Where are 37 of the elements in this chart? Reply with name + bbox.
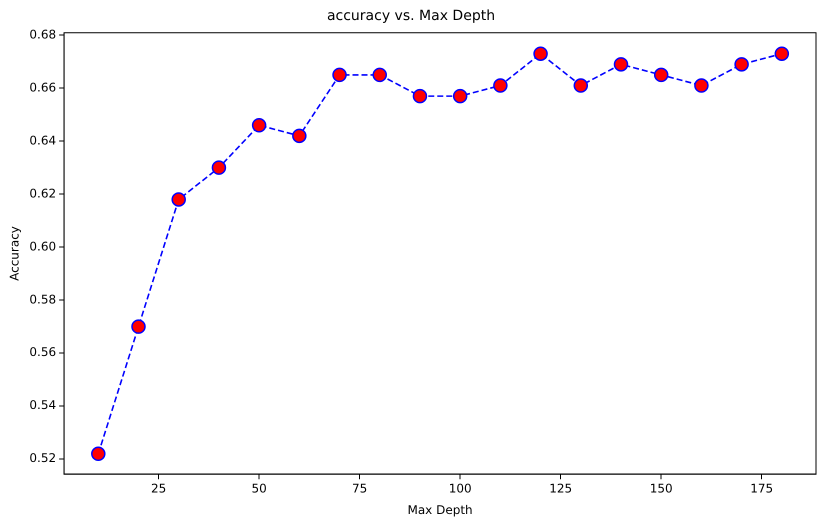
point [774, 46, 790, 61]
y-tick-label: 0.52 [29, 451, 56, 466]
point [332, 68, 347, 82]
chart-title: accuracy vs. Max Depth [326, 8, 496, 24]
point [252, 118, 266, 133]
y-tick-label: 0.60 [29, 239, 56, 254]
point [292, 128, 307, 144]
y-tick-label: 0.64 [29, 133, 56, 148]
x-tick-label: 50 [251, 482, 267, 496]
point [493, 78, 508, 93]
point [614, 57, 628, 72]
point [412, 88, 428, 104]
x-tick-label: 175 [750, 482, 774, 496]
point [452, 88, 468, 104]
point [574, 78, 588, 93]
point [694, 78, 709, 93]
point [131, 319, 146, 334]
point [533, 46, 548, 61]
y-tick-label: 0.58 [29, 292, 56, 306]
x-tick-label: 125 [549, 482, 572, 496]
y-tick-label: 0.66 [29, 80, 56, 94]
point [372, 68, 387, 82]
point [91, 446, 106, 462]
y-tick-label: 0.54 [29, 398, 56, 412]
y-axis-title: Accuracy [7, 226, 22, 281]
point [734, 57, 749, 72]
x-axis-title: Max Depth [407, 502, 473, 517]
x-tick-label: 75 [352, 482, 368, 496]
point [654, 68, 668, 82]
x-tick-label: 100 [448, 482, 472, 496]
y-tick-label: 0.56 [29, 345, 56, 360]
y-tick-label: 0.62 [29, 186, 56, 200]
x-tick-label: 25 [150, 482, 166, 496]
y-tick-label: 0.68 [29, 27, 56, 42]
point [212, 160, 226, 175]
point [171, 192, 186, 207]
x-tick-label: 150 [650, 482, 673, 496]
